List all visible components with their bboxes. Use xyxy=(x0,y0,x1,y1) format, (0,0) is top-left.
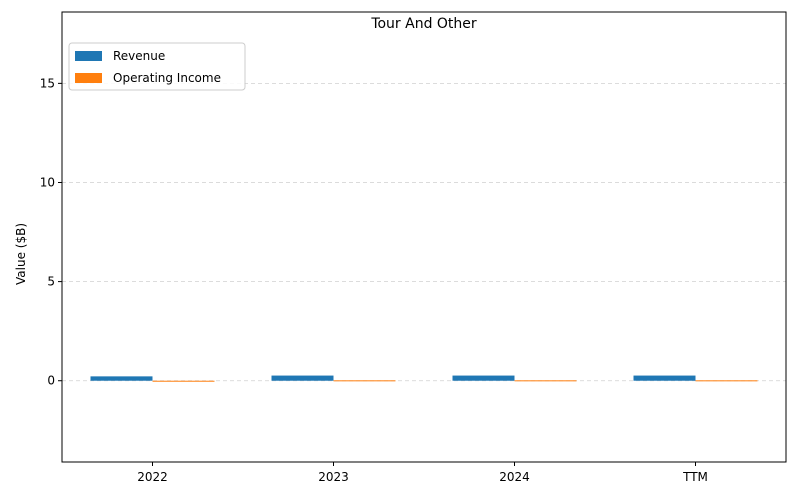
bar-operating-income xyxy=(333,380,396,382)
legend-box xyxy=(68,42,246,91)
x-axis-ticks: 2022 2023 2024 TTM xyxy=(137,462,708,484)
plot-frame xyxy=(61,11,787,463)
bar-operating-income xyxy=(152,380,215,382)
y-tick-label: 5 xyxy=(47,275,55,289)
bars xyxy=(90,375,758,382)
gridlines xyxy=(62,82,786,382)
y-tick-label: 15 xyxy=(40,76,55,90)
bar-revenue xyxy=(633,375,696,381)
x-tick-label: 2023 xyxy=(318,470,349,484)
y-axis-ticks: 0 5 10 15 xyxy=(40,76,62,388)
bar-revenue xyxy=(452,375,515,381)
x-tick-label: 2024 xyxy=(499,470,530,484)
chart-title: Tour And Other xyxy=(370,16,477,32)
legend-label: Revenue xyxy=(113,49,165,63)
bar-operating-income xyxy=(514,380,577,382)
bar-revenue xyxy=(90,376,153,381)
y-axis-label: Value ($B) xyxy=(14,223,28,285)
x-tick-label: TTM xyxy=(682,470,708,484)
legend: Revenue Operating Income xyxy=(68,42,246,91)
legend-label: Operating Income xyxy=(113,71,221,85)
legend-swatch xyxy=(75,73,102,83)
legend-swatch xyxy=(75,51,102,61)
y-tick-label: 0 xyxy=(47,374,55,388)
x-tick-label: 2022 xyxy=(137,470,168,484)
bar-revenue xyxy=(271,375,334,381)
bar-operating-income xyxy=(695,380,758,382)
y-tick-label: 10 xyxy=(40,175,55,189)
